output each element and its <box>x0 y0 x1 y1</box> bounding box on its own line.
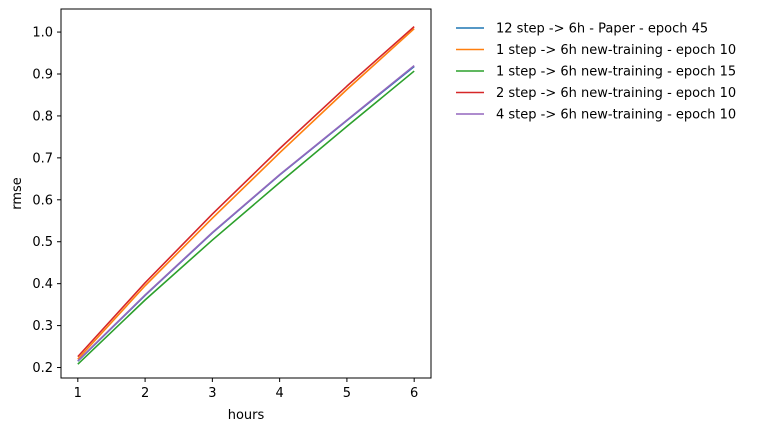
legend-label-2: 1 step -> 6h new-training - epoch 10 <box>496 43 736 58</box>
x-tick-label: 1 <box>74 386 82 401</box>
y-tick-label: 0.6 <box>32 193 53 208</box>
legend-label-4: 2 step -> 6h new-training - epoch 10 <box>496 86 736 101</box>
plot-area <box>60 8 432 379</box>
y-axis: 0.2 0.3 0.4 0.5 0.6 0.7 0.8 0.9 1.0 <box>32 26 61 376</box>
y-axis-label: rmse <box>10 177 25 210</box>
legend-label-3: 1 step -> 6h new-training - epoch 15 <box>496 65 736 80</box>
y-tick-label: 0.2 <box>32 361 53 376</box>
series-line-4 <box>77 26 415 358</box>
x-tick-label: 4 <box>275 386 283 401</box>
y-tick-label: 0.3 <box>32 319 53 334</box>
y-tick-label: 1.0 <box>32 26 53 41</box>
plot-frame <box>60 8 432 379</box>
x-tick-label: 3 <box>208 386 216 401</box>
x-axis-label: hours <box>228 408 265 423</box>
legend-label-5: 4 step -> 6h new-training - epoch 10 <box>496 108 736 123</box>
series-line-3 <box>77 70 415 365</box>
x-tick-label: 6 <box>410 386 418 401</box>
legend: 12 step -> 6h - Paper - epoch 45 1 step -… <box>456 22 736 123</box>
legend-label-1: 12 step -> 6h - Paper - epoch 45 <box>496 22 708 37</box>
x-tick-label: 2 <box>141 386 149 401</box>
series-line-5 <box>77 64 415 362</box>
y-tick-label: 0.4 <box>32 277 53 292</box>
y-tick-label: 0.8 <box>32 109 53 124</box>
series-line-2 <box>77 28 415 360</box>
x-axis: 1 2 3 4 5 6 <box>74 378 418 401</box>
y-tick-label: 0.7 <box>32 151 53 166</box>
y-tick-label: 0.9 <box>32 67 53 82</box>
y-tick-label: 0.5 <box>32 235 53 250</box>
series-layer <box>77 26 415 365</box>
x-tick-label: 5 <box>343 386 351 401</box>
